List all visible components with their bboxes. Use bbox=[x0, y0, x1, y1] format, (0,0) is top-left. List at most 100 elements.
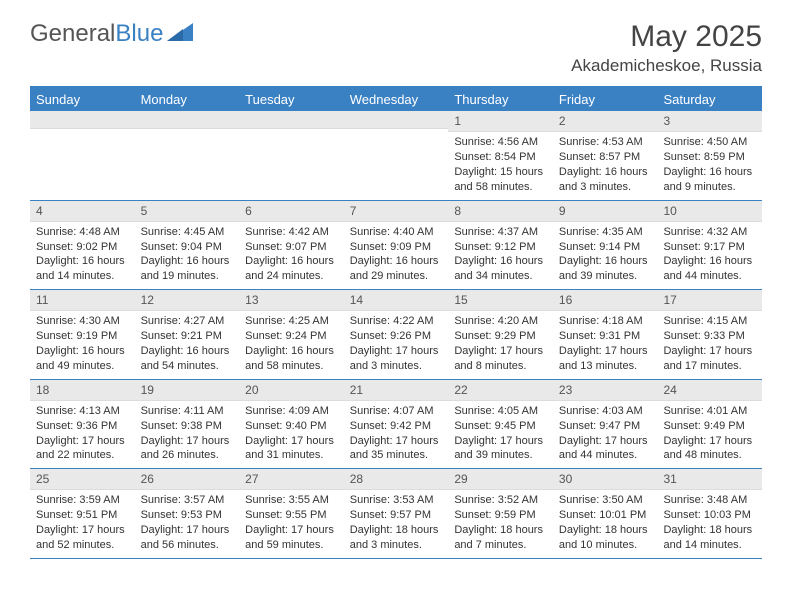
sunset-text: Sunset: 9:07 PM bbox=[245, 240, 338, 255]
sunset-text: Sunset: 9:12 PM bbox=[454, 240, 547, 255]
daylight-text: Daylight: 16 hours and 14 minutes. bbox=[36, 254, 129, 284]
day-content: Sunrise: 4:30 AMSunset: 9:19 PMDaylight:… bbox=[30, 311, 135, 378]
sunset-text: Sunset: 10:03 PM bbox=[663, 508, 756, 523]
sunrise-text: Sunrise: 3:55 AM bbox=[245, 493, 338, 508]
daylight-text: Daylight: 16 hours and 39 minutes. bbox=[559, 254, 652, 284]
day-content: Sunrise: 3:48 AMSunset: 10:03 PMDaylight… bbox=[657, 490, 762, 557]
sunrise-text: Sunrise: 3:52 AM bbox=[454, 493, 547, 508]
day-header: Thursday bbox=[448, 88, 553, 111]
day-header-row: Sunday Monday Tuesday Wednesday Thursday… bbox=[30, 88, 762, 111]
sunrise-text: Sunrise: 4:53 AM bbox=[559, 135, 652, 150]
day-header: Friday bbox=[553, 88, 658, 111]
sunrise-text: Sunrise: 4:22 AM bbox=[350, 314, 443, 329]
daylight-text: Daylight: 18 hours and 3 minutes. bbox=[350, 523, 443, 553]
day-number: 18 bbox=[30, 380, 135, 401]
day-number: 5 bbox=[135, 201, 240, 222]
sunrise-text: Sunrise: 4:37 AM bbox=[454, 225, 547, 240]
sunrise-text: Sunrise: 3:59 AM bbox=[36, 493, 129, 508]
day-cell: 28Sunrise: 3:53 AMSunset: 9:57 PMDayligh… bbox=[344, 469, 449, 558]
sunset-text: Sunset: 9:14 PM bbox=[559, 240, 652, 255]
day-number: 8 bbox=[448, 201, 553, 222]
day-cell: 30Sunrise: 3:50 AMSunset: 10:01 PMDaylig… bbox=[553, 469, 658, 558]
day-number: 15 bbox=[448, 290, 553, 311]
day-cell: 13Sunrise: 4:25 AMSunset: 9:24 PMDayligh… bbox=[239, 290, 344, 379]
day-content: Sunrise: 3:52 AMSunset: 9:59 PMDaylight:… bbox=[448, 490, 553, 557]
sunrise-text: Sunrise: 4:13 AM bbox=[36, 404, 129, 419]
day-number: 14 bbox=[344, 290, 449, 311]
daylight-text: Daylight: 17 hours and 31 minutes. bbox=[245, 434, 338, 464]
day-cell: 22Sunrise: 4:05 AMSunset: 9:45 PMDayligh… bbox=[448, 380, 553, 469]
daylight-text: Daylight: 17 hours and 39 minutes. bbox=[454, 434, 547, 464]
day-cell: 19Sunrise: 4:11 AMSunset: 9:38 PMDayligh… bbox=[135, 380, 240, 469]
day-cell: 14Sunrise: 4:22 AMSunset: 9:26 PMDayligh… bbox=[344, 290, 449, 379]
day-cell: 17Sunrise: 4:15 AMSunset: 9:33 PMDayligh… bbox=[657, 290, 762, 379]
week-row: 1Sunrise: 4:56 AMSunset: 8:54 PMDaylight… bbox=[30, 111, 762, 201]
sunset-text: Sunset: 9:26 PM bbox=[350, 329, 443, 344]
sunset-text: Sunset: 9:33 PM bbox=[663, 329, 756, 344]
daylight-text: Daylight: 18 hours and 10 minutes. bbox=[559, 523, 652, 553]
day-number: 2 bbox=[553, 111, 658, 132]
day-cell: 12Sunrise: 4:27 AMSunset: 9:21 PMDayligh… bbox=[135, 290, 240, 379]
daylight-text: Daylight: 16 hours and 19 minutes. bbox=[141, 254, 234, 284]
day-number: 9 bbox=[553, 201, 658, 222]
day-cell: 20Sunrise: 4:09 AMSunset: 9:40 PMDayligh… bbox=[239, 380, 344, 469]
day-number: 1 bbox=[448, 111, 553, 132]
daylight-text: Daylight: 17 hours and 52 minutes. bbox=[36, 523, 129, 553]
sunrise-text: Sunrise: 4:32 AM bbox=[663, 225, 756, 240]
day-header: Monday bbox=[135, 88, 240, 111]
daylight-text: Daylight: 17 hours and 26 minutes. bbox=[141, 434, 234, 464]
day-content: Sunrise: 4:05 AMSunset: 9:45 PMDaylight:… bbox=[448, 401, 553, 468]
day-cell: 18Sunrise: 4:13 AMSunset: 9:36 PMDayligh… bbox=[30, 380, 135, 469]
calendar: Sunday Monday Tuesday Wednesday Thursday… bbox=[30, 86, 762, 559]
day-content: Sunrise: 4:07 AMSunset: 9:42 PMDaylight:… bbox=[344, 401, 449, 468]
day-cell: 9Sunrise: 4:35 AMSunset: 9:14 PMDaylight… bbox=[553, 201, 658, 290]
day-content: Sunrise: 3:59 AMSunset: 9:51 PMDaylight:… bbox=[30, 490, 135, 557]
sunrise-text: Sunrise: 4:18 AM bbox=[559, 314, 652, 329]
day-number: 23 bbox=[553, 380, 658, 401]
sunset-text: Sunset: 9:49 PM bbox=[663, 419, 756, 434]
daylight-text: Daylight: 18 hours and 7 minutes. bbox=[454, 523, 547, 553]
day-content: Sunrise: 4:40 AMSunset: 9:09 PMDaylight:… bbox=[344, 222, 449, 289]
day-number: 21 bbox=[344, 380, 449, 401]
sunrise-text: Sunrise: 4:20 AM bbox=[454, 314, 547, 329]
day-header: Sunday bbox=[30, 88, 135, 111]
day-content: Sunrise: 4:01 AMSunset: 9:49 PMDaylight:… bbox=[657, 401, 762, 468]
day-content: Sunrise: 3:55 AMSunset: 9:55 PMDaylight:… bbox=[239, 490, 344, 557]
sunrise-text: Sunrise: 4:40 AM bbox=[350, 225, 443, 240]
week-row: 25Sunrise: 3:59 AMSunset: 9:51 PMDayligh… bbox=[30, 469, 762, 559]
sunset-text: Sunset: 9:24 PM bbox=[245, 329, 338, 344]
day-cell: 1Sunrise: 4:56 AMSunset: 8:54 PMDaylight… bbox=[448, 111, 553, 200]
daylight-text: Daylight: 16 hours and 3 minutes. bbox=[559, 165, 652, 195]
day-number: 19 bbox=[135, 380, 240, 401]
daylight-text: Daylight: 16 hours and 54 minutes. bbox=[141, 344, 234, 374]
sunset-text: Sunset: 9:45 PM bbox=[454, 419, 547, 434]
daylight-text: Daylight: 17 hours and 44 minutes. bbox=[559, 434, 652, 464]
sunset-text: Sunset: 9:59 PM bbox=[454, 508, 547, 523]
day-cell: 23Sunrise: 4:03 AMSunset: 9:47 PMDayligh… bbox=[553, 380, 658, 469]
day-cell bbox=[30, 111, 135, 200]
day-cell: 4Sunrise: 4:48 AMSunset: 9:02 PMDaylight… bbox=[30, 201, 135, 290]
day-header: Tuesday bbox=[239, 88, 344, 111]
day-number: 29 bbox=[448, 469, 553, 490]
day-number: 30 bbox=[553, 469, 658, 490]
sunrise-text: Sunrise: 4:50 AM bbox=[663, 135, 756, 150]
sunset-text: Sunset: 9:21 PM bbox=[141, 329, 234, 344]
logo-triangle-icon bbox=[167, 20, 193, 48]
day-number: 26 bbox=[135, 469, 240, 490]
day-number: 4 bbox=[30, 201, 135, 222]
day-cell bbox=[239, 111, 344, 200]
logo-text-1: General bbox=[30, 20, 115, 48]
day-number bbox=[239, 111, 344, 129]
day-number: 16 bbox=[553, 290, 658, 311]
day-content: Sunrise: 3:53 AMSunset: 9:57 PMDaylight:… bbox=[344, 490, 449, 557]
daylight-text: Daylight: 15 hours and 58 minutes. bbox=[454, 165, 547, 195]
day-content: Sunrise: 4:56 AMSunset: 8:54 PMDaylight:… bbox=[448, 132, 553, 199]
sunset-text: Sunset: 8:57 PM bbox=[559, 150, 652, 165]
day-number: 12 bbox=[135, 290, 240, 311]
month-title: May 2025 bbox=[571, 20, 762, 54]
sunset-text: Sunset: 9:31 PM bbox=[559, 329, 652, 344]
day-number: 27 bbox=[239, 469, 344, 490]
sunrise-text: Sunrise: 4:45 AM bbox=[141, 225, 234, 240]
daylight-text: Daylight: 17 hours and 8 minutes. bbox=[454, 344, 547, 374]
header: GeneralBlue May 2025 Akademicheskoe, Rus… bbox=[30, 20, 762, 76]
